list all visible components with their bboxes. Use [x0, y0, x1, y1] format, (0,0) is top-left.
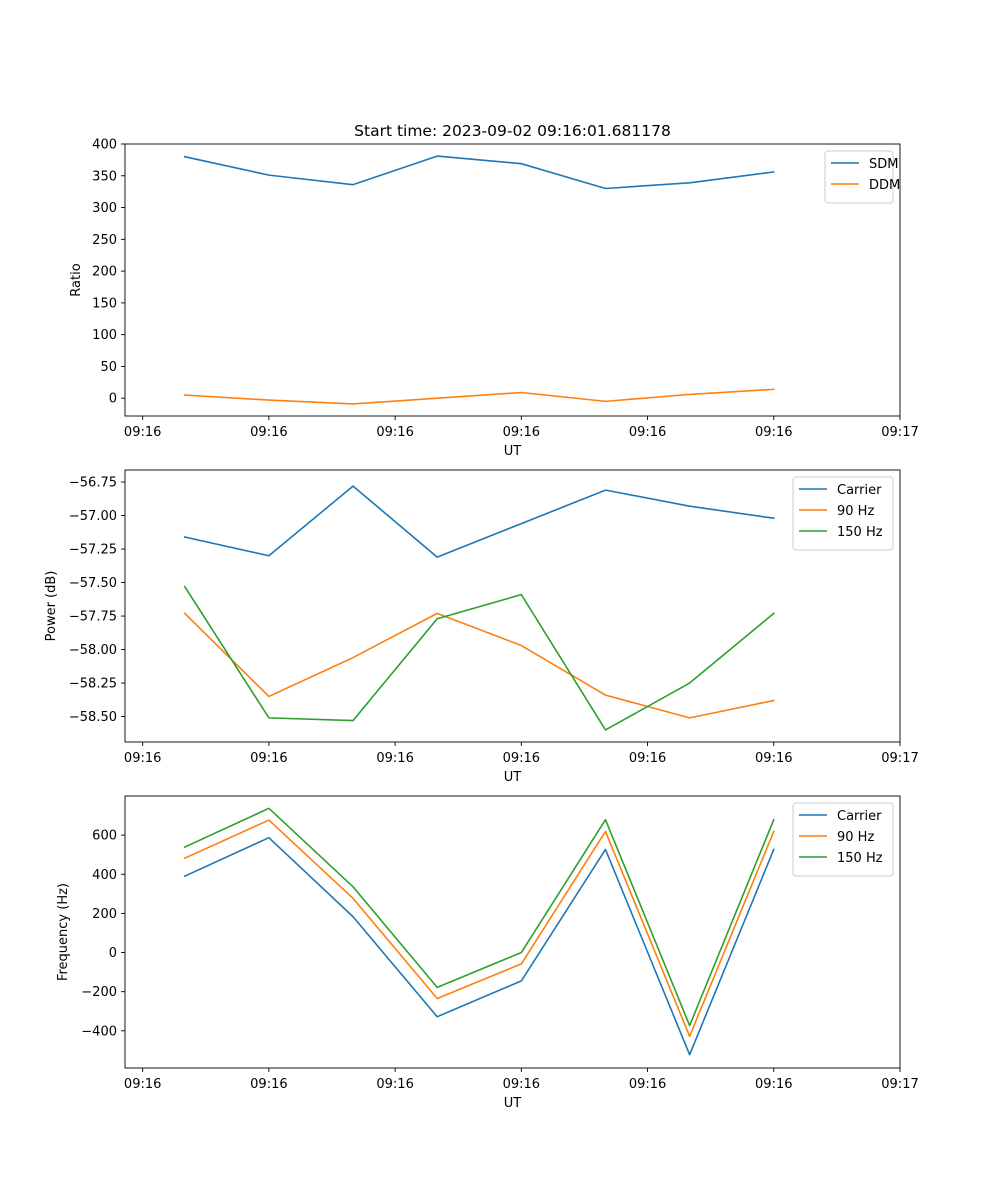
y-tick-label: 50 — [100, 360, 117, 375]
y-tick-label: −57.25 — [69, 543, 117, 558]
x-axis-label: UT — [504, 770, 522, 785]
legend-label: 90 Hz — [837, 830, 874, 845]
panels: 09:16 09:16 09:16 09:16 09:16 09:16 09:17 0 50 10… — [44, 138, 919, 1112]
y-tick-label: −58.25 — [69, 677, 117, 692]
x-axis-label: UT — [504, 1096, 522, 1111]
x-tick-label: 09:16 — [250, 751, 287, 766]
x-tick-label: 09:16 — [755, 751, 792, 766]
x-tick-label: 09:16 — [376, 425, 413, 440]
x-tick-label: 09:16 — [124, 1077, 161, 1092]
y-tick-label: 400 — [92, 138, 117, 153]
chart-frequency: 09:16 09:16 09:16 09:16 09:16 09:16 09:17 −400 −… — [56, 795, 919, 1111]
x-tick-label: 09:17 — [881, 425, 918, 440]
legend-box — [824, 150, 894, 204]
x-tick-label: 09:16 — [503, 425, 540, 440]
y-tick-label: −58.00 — [69, 643, 117, 658]
y-axis-label: Power (dB) — [44, 571, 59, 642]
y-tick-label: −58.50 — [69, 710, 117, 725]
legend-label: Carrier — [837, 809, 882, 824]
x-tick-label: 09:16 — [503, 751, 540, 766]
y-tick-label: −56.75 — [69, 476, 117, 491]
series-line-carrier — [183, 485, 775, 558]
legend-label: SDM — [869, 157, 898, 172]
series-line-150-hz — [183, 807, 775, 1027]
y-tick-label: 250 — [92, 233, 117, 248]
y-axis-label: Frequency (Hz) — [56, 883, 71, 981]
legend: Carrier 90 Hz 150 Hz — [792, 476, 894, 551]
chart-power: 09:16 09:16 09:16 09:16 09:16 09:16 09:17 −56.7… — [44, 469, 919, 785]
y-tick-label: 150 — [92, 296, 117, 311]
series-line-90-hz — [183, 819, 775, 1038]
series-line-carrier — [183, 836, 775, 1056]
x-tick-label: 09:16 — [376, 751, 413, 766]
x-tick-label: 09:16 — [755, 425, 792, 440]
legend: Carrier 90 Hz 150 Hz — [792, 802, 894, 877]
y-tick-label: 0 — [109, 946, 117, 961]
legend-label: 150 Hz — [837, 851, 883, 866]
y-tick-label: −400 — [81, 1024, 117, 1039]
x-tick-label: 09:16 — [124, 425, 161, 440]
y-tick-label: 100 — [92, 328, 117, 343]
y-tick-label: −57.00 — [69, 509, 117, 524]
legend-label: DDM — [869, 178, 900, 193]
legend: SDM DDM — [824, 150, 900, 204]
series-line-150-hz — [183, 585, 775, 731]
y-tick-label: 200 — [92, 265, 117, 280]
x-tick-label: 09:16 — [629, 425, 666, 440]
figure-title: Start time: 2023-09-02 09:16:01.681178 — [354, 122, 671, 140]
x-tick-label: 09:16 — [124, 751, 161, 766]
series-line-ddm — [183, 388, 775, 405]
axes-frame — [124, 143, 901, 417]
legend-label: 90 Hz — [837, 504, 874, 519]
series-line-sdm — [183, 155, 775, 190]
y-tick-label: 0 — [109, 392, 117, 407]
chart-ratio: 09:16 09:16 09:16 09:16 09:16 09:16 09:17 0 50 10… — [69, 138, 919, 460]
x-tick-label: 09:17 — [881, 1077, 918, 1092]
legend-label: 150 Hz — [837, 525, 883, 540]
x-tick-label: 09:16 — [250, 1077, 287, 1092]
x-tick-label: 09:17 — [881, 751, 918, 766]
x-tick-label: 09:16 — [376, 1077, 413, 1092]
series-line-90-hz — [183, 612, 775, 719]
y-tick-label: 400 — [92, 868, 117, 883]
axes-frame — [124, 469, 901, 743]
y-tick-label: 600 — [92, 829, 117, 844]
x-axis-label: UT — [504, 444, 522, 459]
y-axis-label: Ratio — [69, 263, 84, 296]
y-tick-label: −57.50 — [69, 576, 117, 591]
x-tick-label: 09:16 — [503, 1077, 540, 1092]
axes-frame — [124, 795, 901, 1069]
x-tick-label: 09:16 — [629, 1077, 666, 1092]
y-tick-label: 300 — [92, 201, 117, 216]
x-tick-label: 09:16 — [629, 751, 666, 766]
legend-label: Carrier — [837, 483, 882, 498]
y-tick-label: −57.75 — [69, 610, 117, 625]
y-tick-label: −200 — [81, 985, 117, 1000]
y-tick-label: 350 — [92, 169, 117, 184]
x-tick-label: 09:16 — [755, 1077, 792, 1092]
y-tick-label: 200 — [92, 907, 117, 922]
x-tick-label: 09:16 — [250, 425, 287, 440]
